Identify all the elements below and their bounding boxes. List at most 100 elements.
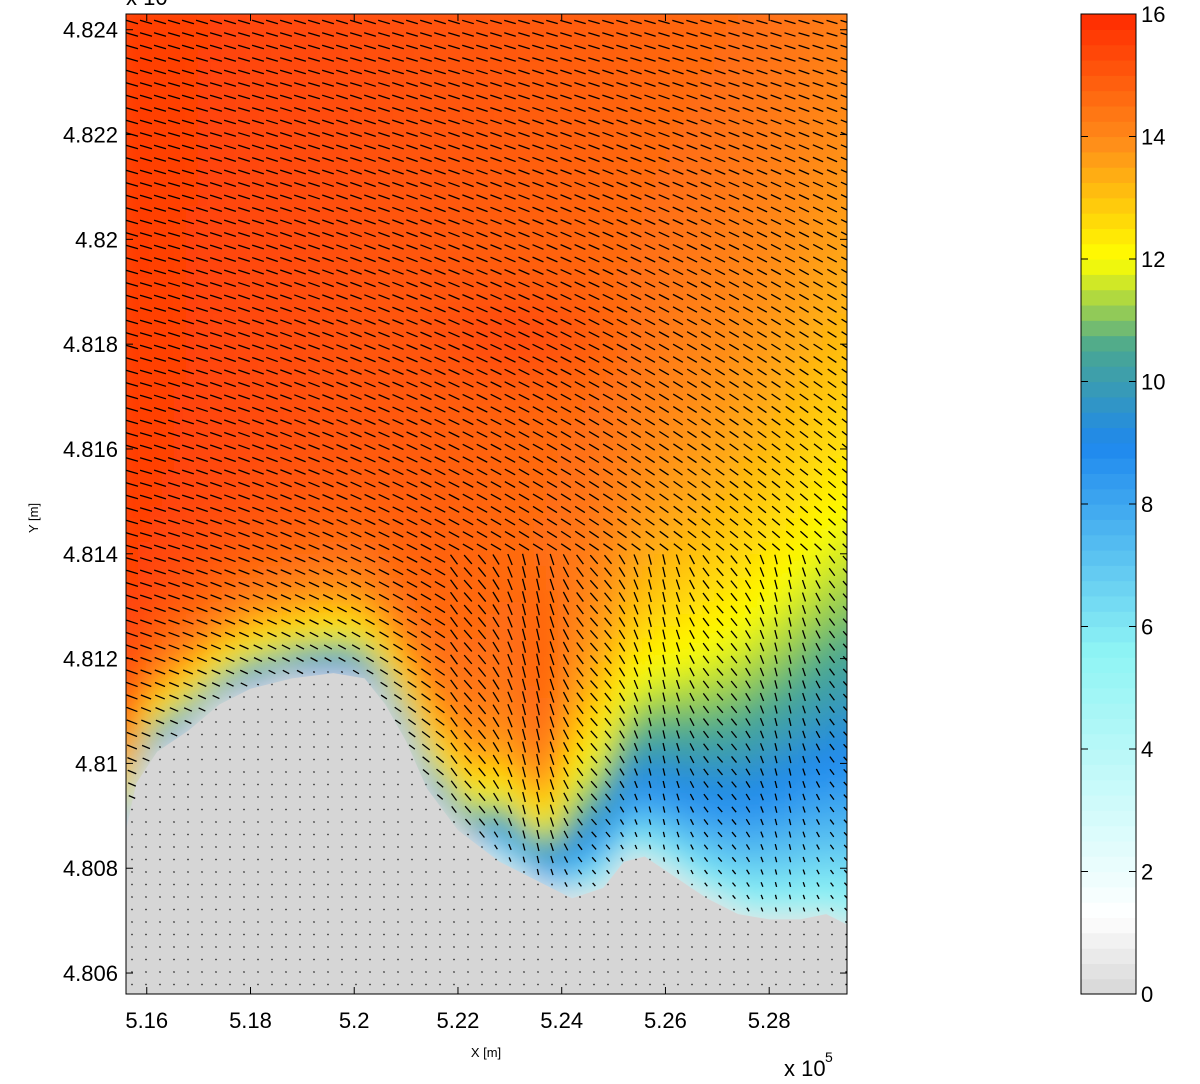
- field-cell: [138, 614, 151, 627]
- field-cell: [618, 14, 631, 15]
- field-cell: [546, 650, 559, 663]
- field-cell: [750, 38, 763, 51]
- field-cell: [870, 62, 883, 75]
- field-cell: [462, 482, 475, 495]
- field-cell: [594, 746, 607, 759]
- field-cell: [606, 98, 619, 111]
- field-cell: [402, 86, 415, 99]
- field-cell: [282, 482, 295, 495]
- field-cell: [630, 638, 643, 651]
- field-cell: [714, 338, 727, 351]
- field-cell: [654, 530, 667, 543]
- field-cell: [774, 254, 787, 267]
- field-cell: [390, 314, 403, 327]
- field-cell: [678, 626, 691, 639]
- field-cell: [438, 446, 451, 459]
- field-cell: [150, 254, 163, 267]
- field-cell: [846, 182, 847, 195]
- field-cell: [282, 182, 295, 195]
- field-cell: [654, 410, 667, 423]
- field-cell: [606, 734, 619, 747]
- field-cell: [126, 650, 139, 663]
- field-cell: [498, 494, 511, 507]
- field-cell: [498, 38, 511, 51]
- field-cell: [486, 422, 499, 435]
- field-cell: [150, 434, 163, 447]
- field-cell: [378, 350, 391, 363]
- field-cell: [846, 14, 847, 27]
- field-cell: [402, 410, 415, 423]
- field-cell: [642, 14, 655, 27]
- field-cell: [570, 38, 583, 51]
- field-cell: [354, 26, 367, 39]
- field-cell: [858, 602, 871, 615]
- field-cell: [750, 110, 763, 123]
- field-cell: [186, 698, 199, 711]
- field-cell: [654, 14, 667, 15]
- field-cell: [414, 0, 427, 3]
- field-cell: [834, 542, 847, 555]
- field-cell: [486, 614, 499, 627]
- field-cell: [678, 14, 691, 27]
- field-cell: [666, 638, 679, 651]
- field-cell: [534, 86, 547, 99]
- field-cell: [666, 206, 679, 219]
- field-cell: [690, 734, 703, 747]
- field-cell: [858, 26, 871, 39]
- field-cell: [594, 350, 607, 363]
- field-cell: [282, 110, 295, 123]
- field-cell: [606, 638, 619, 651]
- field-cell: [870, 434, 883, 447]
- field-cell: [810, 242, 823, 255]
- field-cell: [642, 782, 655, 795]
- field-cell: [858, 866, 871, 879]
- field-cell: [342, 14, 355, 27]
- field-cell: [762, 698, 775, 711]
- field-cell: [186, 626, 199, 639]
- field-cell: [150, 170, 163, 183]
- field-cell: [822, 446, 835, 459]
- field-cell: [354, 290, 367, 303]
- field-cell: [618, 482, 631, 495]
- field-cell: [738, 290, 751, 303]
- field-cell: [594, 794, 607, 807]
- field-cell: [126, 434, 139, 447]
- field-cell: [858, 542, 871, 555]
- field-cell: [774, 158, 787, 171]
- field-cell: [234, 230, 247, 243]
- field-cell: [846, 626, 847, 639]
- field-cell: [462, 542, 475, 555]
- field-cell: [210, 506, 223, 519]
- field-cell: [678, 566, 691, 579]
- field-cell: [654, 542, 667, 555]
- field-cell: [510, 302, 523, 315]
- field-cell: [870, 374, 883, 387]
- field-cell: [498, 50, 511, 63]
- field-cell: [318, 338, 331, 351]
- field-cell: [462, 698, 475, 711]
- field-cell: [570, 230, 583, 243]
- field-cell: [666, 662, 679, 675]
- field-cell: [642, 122, 655, 135]
- field-cell: [810, 530, 823, 543]
- field-cell: [426, 482, 439, 495]
- field-cell: [234, 638, 247, 651]
- field-cell: [846, 14, 847, 15]
- field-cell: [102, 614, 115, 627]
- field-cell: [582, 494, 595, 507]
- field-cell: [726, 842, 739, 855]
- field-cell: [102, 566, 115, 579]
- field-cell: [162, 350, 175, 363]
- field-cell: [438, 14, 451, 27]
- field-cell: [426, 242, 439, 255]
- field-cell: [582, 362, 595, 375]
- field-cell: [774, 14, 787, 27]
- field-cell: [870, 74, 883, 87]
- field-cell: [318, 530, 331, 543]
- field-cell: [258, 218, 271, 231]
- field-cell: [858, 434, 871, 447]
- field-cell: [846, 254, 847, 267]
- field-cell: [450, 578, 463, 591]
- field-cell: [558, 710, 571, 723]
- field-cell: [450, 50, 463, 63]
